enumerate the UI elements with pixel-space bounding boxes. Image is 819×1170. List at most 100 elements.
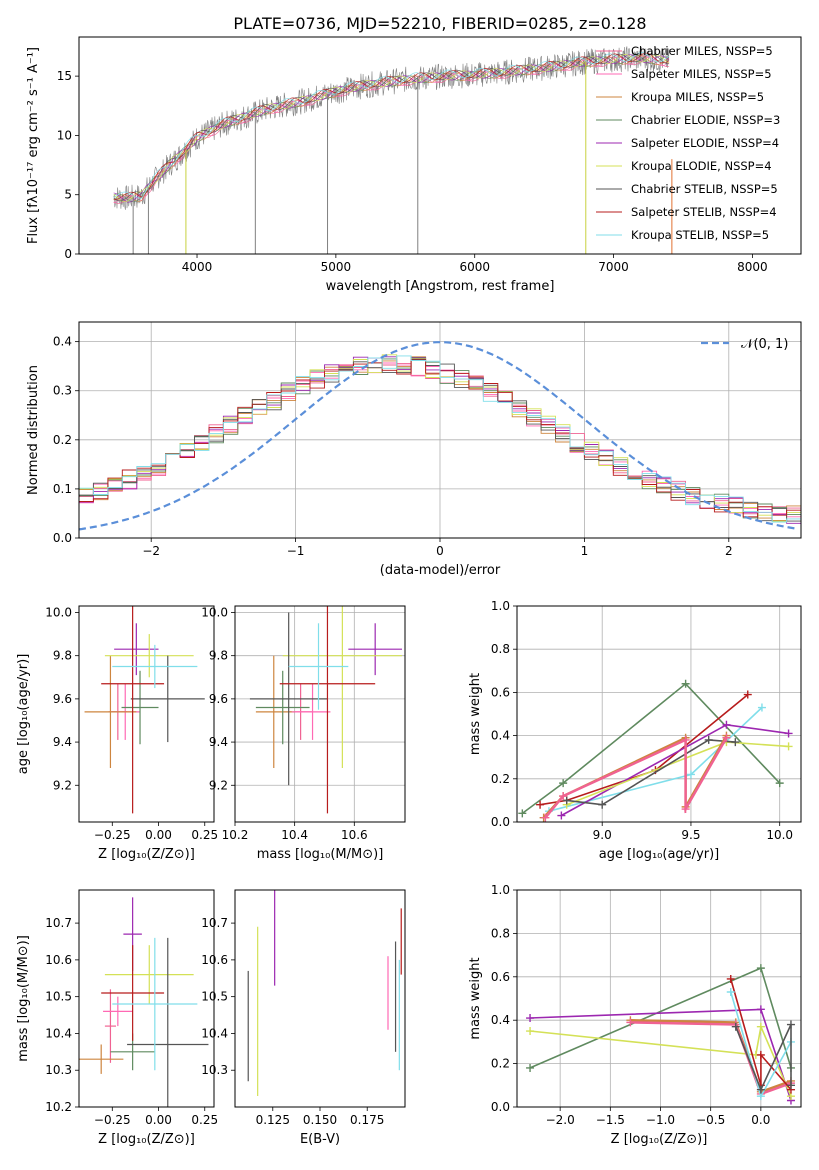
plot-area	[113, 46, 673, 254]
y-tick-label: 10.6	[45, 953, 72, 967]
y-tick-label: 5	[64, 188, 72, 202]
x-tick-label: 0.175	[350, 1113, 384, 1127]
axes-frame	[78, 605, 215, 823]
x-tick-label: 8000	[737, 260, 768, 274]
chart-age-vs-Z: −0.25 0.00 0.25 9.2 9.4 9.6 9.8 10.0 Z [log₁₀(Z/…	[16, 605, 218, 862]
x-tick-label: 4000	[182, 260, 213, 274]
series-marker	[731, 1022, 740, 1031]
series-marker	[784, 729, 793, 738]
axes-frame	[234, 605, 406, 823]
x-axis-label: Z [log₁₀(Z/Z⊙)]	[611, 1132, 708, 1147]
series-line-2	[529, 1023, 792, 1097]
axes-frame	[516, 889, 802, 1108]
model-line-5	[113, 54, 670, 203]
series-marker	[726, 987, 735, 996]
charts-group: Chabrier MILES, NSSP=5 Salpeter MILES, NS…	[16, 36, 802, 1147]
y-tick-label: 10	[57, 128, 72, 142]
chart-age-vs-mass: 10.2 10.4 10.6 9.2 9.4 9.6 9.8 10.0 mass [log₁₀(…	[201, 605, 406, 862]
series-marker	[559, 792, 568, 801]
series-marker	[526, 1063, 535, 1072]
series-marker	[726, 974, 735, 983]
x-tick-label: −1.0	[646, 1113, 675, 1127]
y-tick-label: 0.4	[491, 1013, 510, 1027]
y-tick-label: 0.8	[491, 926, 510, 940]
y-tick-label: 9.4	[209, 735, 228, 749]
y-tick-label: 0.0	[491, 1100, 510, 1114]
plot-area	[249, 606, 403, 814]
x-tick-label: −1	[287, 544, 305, 558]
series-marker	[731, 738, 740, 747]
y-tick-label: 9.8	[209, 649, 228, 663]
y-axis-label: Flux [fλ10⁻¹⁷ erg cm⁻² s⁻¹ A⁻¹]	[26, 47, 41, 244]
y-tick-label: 0.6	[491, 970, 510, 984]
figure-title: PLATE=0736, MJD=52210, FIBERID=0285, z=0…	[233, 14, 646, 33]
y-tick-label: 0.8	[491, 642, 510, 656]
axes-frame	[78, 36, 802, 255]
series-marker	[541, 813, 550, 822]
model-line-4	[113, 54, 670, 203]
x-tick-label: 0.150	[303, 1113, 337, 1127]
legend-label: Chabrier STELIB, NSSP=5	[631, 182, 778, 196]
y-tick-label: 0.0	[53, 531, 72, 545]
series-marker	[756, 1005, 765, 1014]
gaussian-curve	[79, 341, 799, 531]
x-tick-label: 2	[725, 544, 733, 558]
axes-frame	[516, 605, 802, 823]
y-tick-label: 0.4	[491, 729, 510, 743]
series-marker	[686, 770, 695, 779]
legend-label: 𝒩(0, 1)	[741, 337, 788, 352]
x-tick-label: 6000	[459, 260, 490, 274]
y-axis-label: Normed distribution	[26, 365, 41, 495]
y-tick-label: 10.0	[201, 605, 228, 619]
x-tick-label: 5000	[321, 260, 352, 274]
series-marker	[786, 1020, 795, 1029]
x-axis-label: Z [log₁₀(Z/Z⊙)]	[98, 1132, 195, 1147]
x-tick-label: 0.25	[191, 1113, 218, 1127]
x-tick-label: 9.5	[681, 828, 700, 842]
y-tick-label: 0.1	[53, 482, 72, 496]
x-tick-label: 1	[581, 544, 589, 558]
series-line-7	[735, 1024, 792, 1092]
x-tick-label: 0	[436, 544, 444, 558]
y-tick-label: 0.2	[491, 772, 510, 786]
y-tick-label: 10.5	[45, 990, 72, 1004]
y-tick-label: 9.6	[53, 692, 72, 706]
model-line-8	[113, 51, 670, 199]
series-marker	[784, 742, 793, 751]
series-marker	[722, 733, 731, 742]
y-tick-label: 9.6	[209, 692, 228, 706]
x-tick-label: 0.25	[191, 828, 218, 842]
legend-label: Kroupa ELODIE, NSSP=4	[631, 159, 772, 173]
plot-area	[79, 897, 209, 1107]
y-tick-label: 9.4	[53, 735, 72, 749]
y-axis-label: mass weight	[468, 673, 483, 755]
x-axis-label: Z [log₁₀(Z/Z⊙)]	[98, 847, 195, 862]
x-axis-label: wavelength [Angstrom, rest frame]	[326, 279, 555, 294]
y-tick-label: 0.2	[491, 1057, 510, 1071]
y-axis-label: mass [log₁₀(M/M⊙)]	[16, 935, 31, 1062]
legend-label: Kroupa STELIB, NSSP=5	[631, 228, 769, 242]
chart-spectrum: Chabrier MILES, NSSP=5 Salpeter MILES, NS…	[26, 36, 802, 294]
x-tick-label: 0.00	[145, 828, 172, 842]
x-tick-label: 10.0	[766, 828, 793, 842]
x-tick-label: −0.5	[696, 1113, 725, 1127]
y-tick-label: 10.0	[45, 605, 72, 619]
series-marker	[557, 811, 566, 820]
y-tick-label: 1.0	[491, 883, 510, 897]
y-axis-label: age [log₁₀(age/yr)]	[16, 654, 31, 775]
legend-label: Kroupa MILES, NSSP=5	[631, 90, 764, 104]
y-tick-label: 1.0	[491, 599, 510, 613]
y-tick-label: 10.4	[45, 1026, 72, 1040]
series-marker	[681, 805, 690, 814]
series-marker	[756, 1085, 765, 1094]
y-tick-label: 9.2	[53, 778, 72, 792]
y-tick-label: 10.2	[45, 1100, 72, 1114]
y-tick-label: 0.0	[491, 815, 510, 829]
series-marker	[526, 1014, 535, 1023]
series-marker	[562, 796, 571, 805]
chart-mass-weight-vs-Z: −2.0 −1.5 −1.0 −0.5 0.0 0.0 0.2 0.4 0.6 0.8 1.0 Z […	[468, 883, 802, 1147]
x-tick-label: −0.25	[94, 828, 131, 842]
histogram-8	[79, 355, 801, 523]
plot-area	[518, 679, 793, 822]
